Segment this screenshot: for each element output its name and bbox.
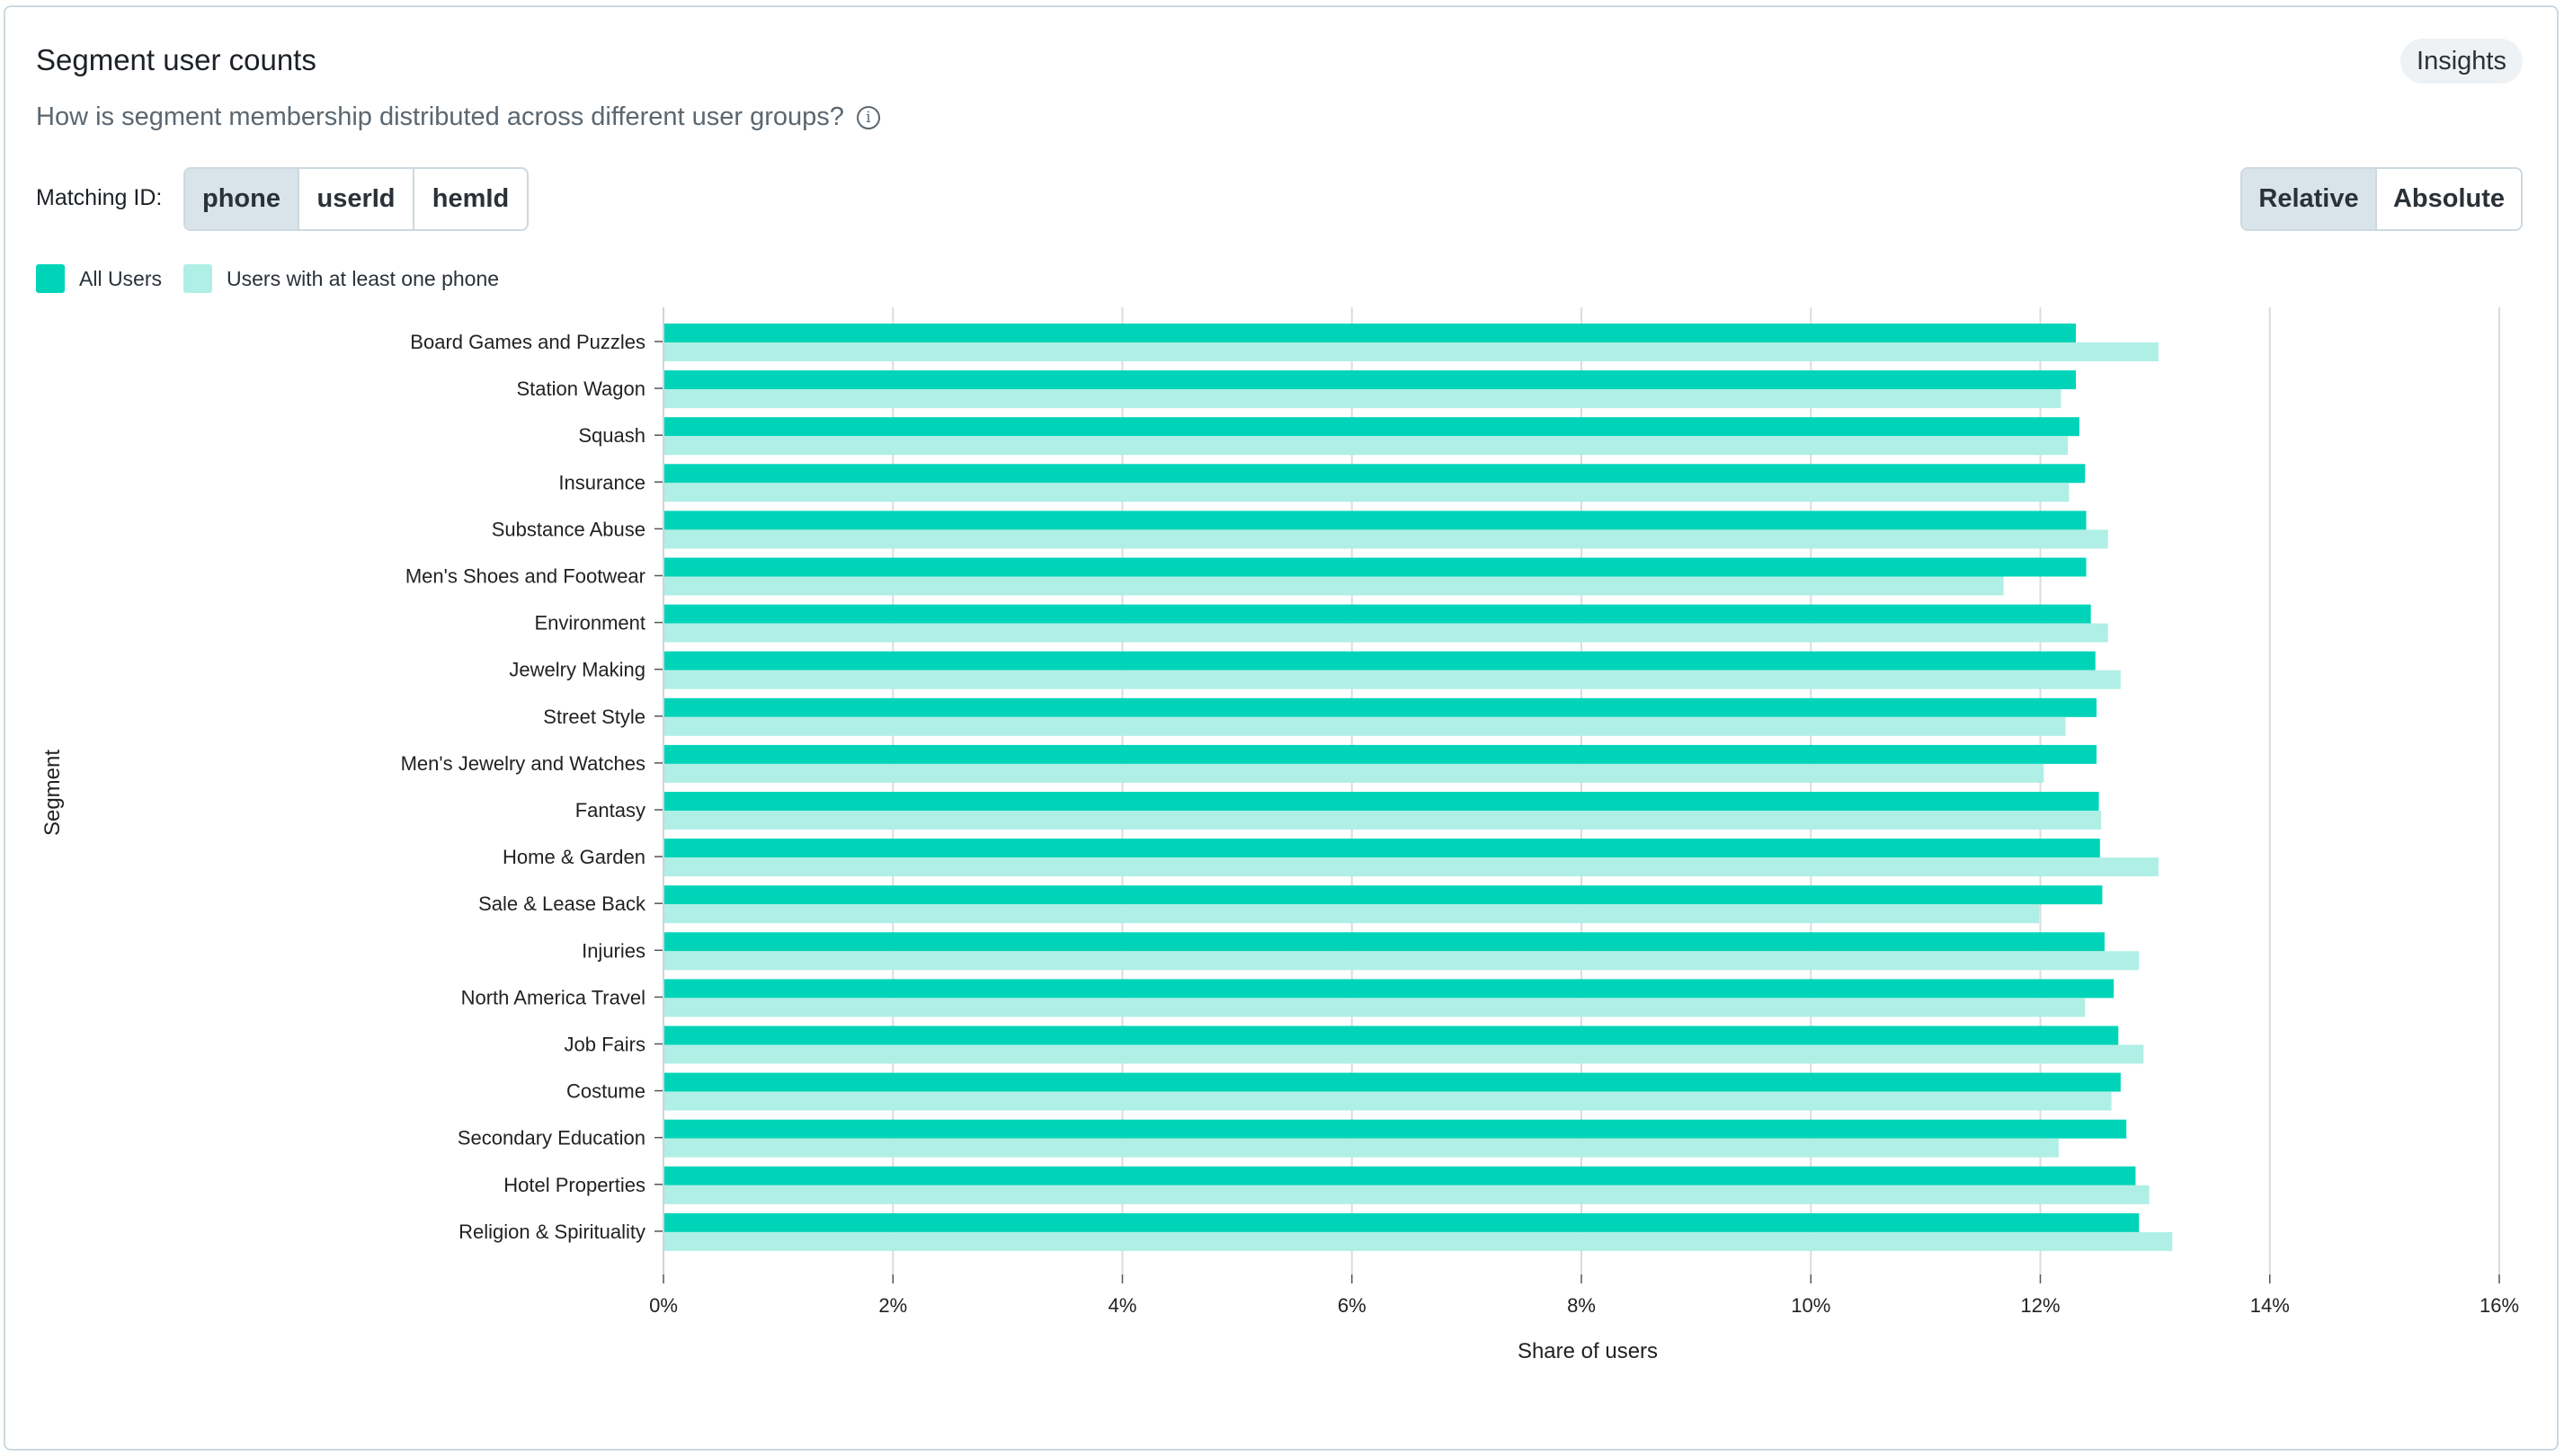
- category-label: Fantasy: [575, 799, 645, 821]
- category-label: Street Style: [543, 706, 645, 728]
- bar: [663, 1138, 2059, 1158]
- matching-option-hemid[interactable]: hemId: [432, 184, 510, 213]
- bar: [663, 839, 2100, 858]
- x-tick-label: 10%: [1791, 1294, 1830, 1317]
- info-icon[interactable]: i: [856, 105, 880, 129]
- bar: [663, 1166, 2136, 1185]
- bar: [663, 1025, 2119, 1045]
- legend-label-all-users: All Users: [79, 266, 163, 290]
- bar: [663, 576, 2004, 596]
- category-label: Sale & Lease Back: [478, 892, 646, 915]
- bar: [663, 483, 2070, 502]
- x-tick-label: 4%: [1108, 1294, 1137, 1317]
- bar: [663, 951, 2140, 971]
- category-label: Home & Garden: [503, 846, 645, 868]
- category-label: Jewelry Making: [509, 659, 645, 681]
- category-label: Secondary Education: [458, 1127, 645, 1150]
- bar: [663, 604, 2091, 624]
- display-mode-toggle: Relative Absolute: [2240, 167, 2523, 231]
- category-label: Religion & Spirituality: [458, 1221, 645, 1243]
- bar: [663, 932, 2105, 952]
- bar: [663, 998, 2086, 1017]
- bar: [663, 763, 2044, 783]
- bar: [663, 417, 2079, 437]
- mode-option-relative[interactable]: Relative: [2242, 169, 2377, 229]
- bar: [663, 885, 2103, 905]
- category-label: Environment: [534, 612, 645, 635]
- category-label: North America Travel: [461, 986, 645, 1008]
- bar: [663, 979, 2114, 999]
- category-label: Board Games and Puzzles: [410, 331, 645, 353]
- x-tick-label: 8%: [1567, 1294, 1596, 1317]
- bar: [663, 670, 2121, 689]
- x-tick-label: 6%: [1338, 1294, 1367, 1317]
- category-label: Job Fairs: [565, 1034, 645, 1056]
- bar: [663, 1231, 2173, 1251]
- bar: [663, 697, 2097, 717]
- bar: [663, 389, 2061, 409]
- bar: [663, 436, 2069, 456]
- card-subtitle: How is segment membership distributed ac…: [36, 102, 880, 132]
- x-tick-label: 14%: [2250, 1294, 2290, 1317]
- bar: [663, 342, 2159, 361]
- bar: [663, 464, 2086, 484]
- matching-option-phone[interactable]: phone: [185, 169, 299, 229]
- bar: [663, 651, 2096, 670]
- mode-option-absolute[interactable]: Absolute: [2392, 184, 2506, 213]
- bar: [663, 324, 2077, 342]
- legend-item-all-users[interactable]: All Users: [36, 264, 162, 293]
- bar: [663, 1044, 2144, 1064]
- x-tick-label: 0%: [649, 1294, 678, 1317]
- bar: [663, 623, 2108, 643]
- insights-button[interactable]: Insights: [2400, 39, 2523, 84]
- category-label: Men's Jewelry and Watches: [401, 752, 645, 775]
- bar: [663, 1119, 2127, 1139]
- bar: [663, 529, 2108, 549]
- y-axis-label: Segment: [40, 750, 65, 836]
- bar: [663, 370, 2077, 390]
- bar: [663, 557, 2087, 577]
- category-label: Station Wagon: [517, 377, 646, 400]
- bar: [663, 1091, 2112, 1111]
- matching-option-userid[interactable]: userId: [299, 169, 414, 229]
- x-axis-label: Share of users: [1518, 1339, 1658, 1363]
- bar: [663, 792, 2099, 811]
- category-label: Men's Shoes and Footwear: [405, 565, 645, 588]
- x-tick-label: 2%: [878, 1294, 907, 1317]
- category-label: Costume: [566, 1080, 645, 1103]
- x-tick-label: 12%: [2020, 1294, 2060, 1317]
- bar: [663, 510, 2087, 530]
- bar: [663, 857, 2159, 877]
- legend-swatch-all-users: [36, 264, 65, 293]
- category-label: Injuries: [582, 939, 645, 962]
- subtitle-text: How is segment membership distributed ac…: [36, 102, 844, 131]
- bar: [663, 716, 2066, 736]
- bar: [663, 904, 2040, 924]
- card-title: Segment user counts: [36, 43, 316, 76]
- category-label: Substance Abuse: [492, 518, 645, 540]
- category-label: Insurance: [558, 471, 645, 493]
- legend-swatch-phone-users: [183, 264, 213, 293]
- bar: [663, 811, 2102, 830]
- x-tick-label: 16%: [2479, 1294, 2519, 1317]
- matching-id-toggle: phone userId hemId: [183, 167, 529, 231]
- bar: [663, 1072, 2121, 1092]
- matching-id-label: Matching ID:: [36, 185, 163, 210]
- category-label: Hotel Properties: [503, 1174, 645, 1196]
- bar: [663, 744, 2097, 764]
- legend-label-phone-users: Users with at least one phone: [227, 266, 500, 290]
- bar: [663, 1185, 2150, 1204]
- bar: [663, 1212, 2140, 1232]
- legend-item-phone-users[interactable]: Users with at least one phone: [183, 264, 499, 293]
- category-label: Squash: [578, 424, 645, 447]
- chart-legend: All Users Users with at least one phone: [36, 264, 521, 293]
